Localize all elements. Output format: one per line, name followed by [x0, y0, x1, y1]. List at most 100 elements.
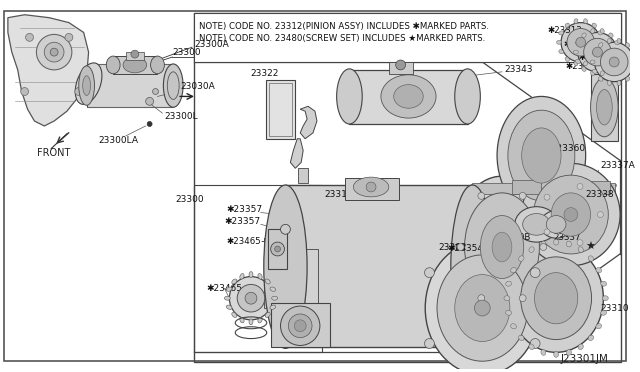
- Ellipse shape: [452, 176, 551, 318]
- Ellipse shape: [76, 63, 102, 105]
- Ellipse shape: [584, 61, 588, 66]
- Ellipse shape: [163, 64, 183, 107]
- Ellipse shape: [353, 177, 388, 197]
- Circle shape: [540, 244, 547, 250]
- Circle shape: [478, 192, 484, 199]
- Ellipse shape: [598, 77, 603, 81]
- Ellipse shape: [522, 128, 561, 183]
- Ellipse shape: [565, 57, 570, 61]
- Circle shape: [75, 87, 83, 96]
- Ellipse shape: [600, 71, 604, 76]
- Text: 23300: 23300: [172, 48, 201, 57]
- Ellipse shape: [481, 215, 524, 279]
- Text: ✱23360: ✱23360: [549, 144, 586, 153]
- Text: FRONT: FRONT: [37, 148, 71, 157]
- Ellipse shape: [337, 69, 362, 124]
- Ellipse shape: [590, 60, 595, 64]
- Text: 23300: 23300: [175, 195, 204, 204]
- Circle shape: [26, 33, 33, 41]
- Ellipse shape: [578, 32, 617, 72]
- Circle shape: [519, 192, 526, 199]
- Ellipse shape: [574, 61, 578, 66]
- Ellipse shape: [506, 310, 511, 315]
- Ellipse shape: [588, 256, 594, 261]
- Ellipse shape: [578, 344, 583, 350]
- Ellipse shape: [596, 324, 602, 329]
- Ellipse shape: [425, 241, 540, 372]
- Ellipse shape: [598, 31, 603, 35]
- Bar: [194, 185, 322, 352]
- Ellipse shape: [595, 42, 634, 82]
- Text: ★: ★: [280, 202, 291, 212]
- Ellipse shape: [607, 81, 611, 86]
- Ellipse shape: [523, 214, 550, 235]
- Ellipse shape: [518, 335, 524, 341]
- Bar: [113, 56, 157, 74]
- Circle shape: [609, 57, 619, 67]
- Circle shape: [20, 87, 29, 96]
- Ellipse shape: [518, 256, 524, 261]
- Bar: [86, 64, 173, 107]
- Bar: [269, 83, 292, 136]
- Text: 23322: 23322: [250, 69, 278, 78]
- Bar: [271, 303, 330, 347]
- Bar: [285, 185, 472, 347]
- Circle shape: [229, 276, 273, 320]
- Ellipse shape: [591, 78, 618, 137]
- Bar: [561, 178, 586, 196]
- Bar: [266, 80, 295, 139]
- Ellipse shape: [631, 69, 636, 73]
- Ellipse shape: [515, 207, 558, 242]
- Circle shape: [576, 37, 586, 47]
- Ellipse shape: [617, 50, 621, 54]
- Ellipse shape: [511, 267, 516, 273]
- Bar: [194, 13, 621, 62]
- Ellipse shape: [150, 56, 164, 74]
- Ellipse shape: [592, 51, 597, 55]
- Circle shape: [152, 89, 159, 94]
- Ellipse shape: [591, 29, 595, 33]
- Circle shape: [275, 246, 280, 252]
- Circle shape: [577, 183, 583, 189]
- Ellipse shape: [557, 40, 561, 44]
- Ellipse shape: [492, 232, 512, 262]
- Bar: [126, 52, 144, 60]
- Text: ✱23357: ✱23357: [227, 205, 262, 214]
- Text: NOTE) CODE NO. 23312(PINION ASSY) INCLUDES ✱MARKED PARTS.: NOTE) CODE NO. 23312(PINION ASSY) INCLUD…: [199, 22, 489, 31]
- Ellipse shape: [575, 60, 580, 64]
- Ellipse shape: [232, 279, 237, 284]
- Circle shape: [530, 339, 540, 349]
- Ellipse shape: [566, 241, 572, 247]
- Ellipse shape: [617, 81, 621, 86]
- Ellipse shape: [249, 319, 253, 325]
- Text: 23300A: 23300A: [194, 40, 228, 49]
- Ellipse shape: [625, 77, 630, 81]
- Bar: [344, 178, 399, 200]
- Circle shape: [478, 295, 484, 302]
- Text: ★: ★: [586, 242, 596, 252]
- Text: ✱23465+A: ✱23465+A: [227, 237, 275, 246]
- Text: ✱23312+A: ✱23312+A: [566, 62, 614, 71]
- Ellipse shape: [582, 67, 586, 71]
- Ellipse shape: [106, 56, 120, 74]
- Text: 23337A: 23337A: [600, 161, 635, 170]
- Circle shape: [544, 194, 550, 200]
- Circle shape: [396, 60, 406, 70]
- Ellipse shape: [497, 96, 586, 215]
- Ellipse shape: [601, 310, 607, 315]
- Bar: [591, 181, 611, 194]
- Ellipse shape: [294, 320, 306, 332]
- Circle shape: [50, 48, 58, 56]
- Circle shape: [146, 97, 154, 105]
- Ellipse shape: [602, 296, 608, 301]
- Ellipse shape: [265, 312, 270, 317]
- Text: 23338: 23338: [586, 190, 614, 199]
- Ellipse shape: [534, 273, 578, 324]
- Ellipse shape: [609, 67, 613, 71]
- Circle shape: [36, 35, 72, 70]
- Circle shape: [598, 212, 604, 218]
- Ellipse shape: [607, 38, 611, 43]
- Bar: [591, 74, 618, 141]
- Ellipse shape: [280, 306, 320, 346]
- Ellipse shape: [506, 281, 511, 286]
